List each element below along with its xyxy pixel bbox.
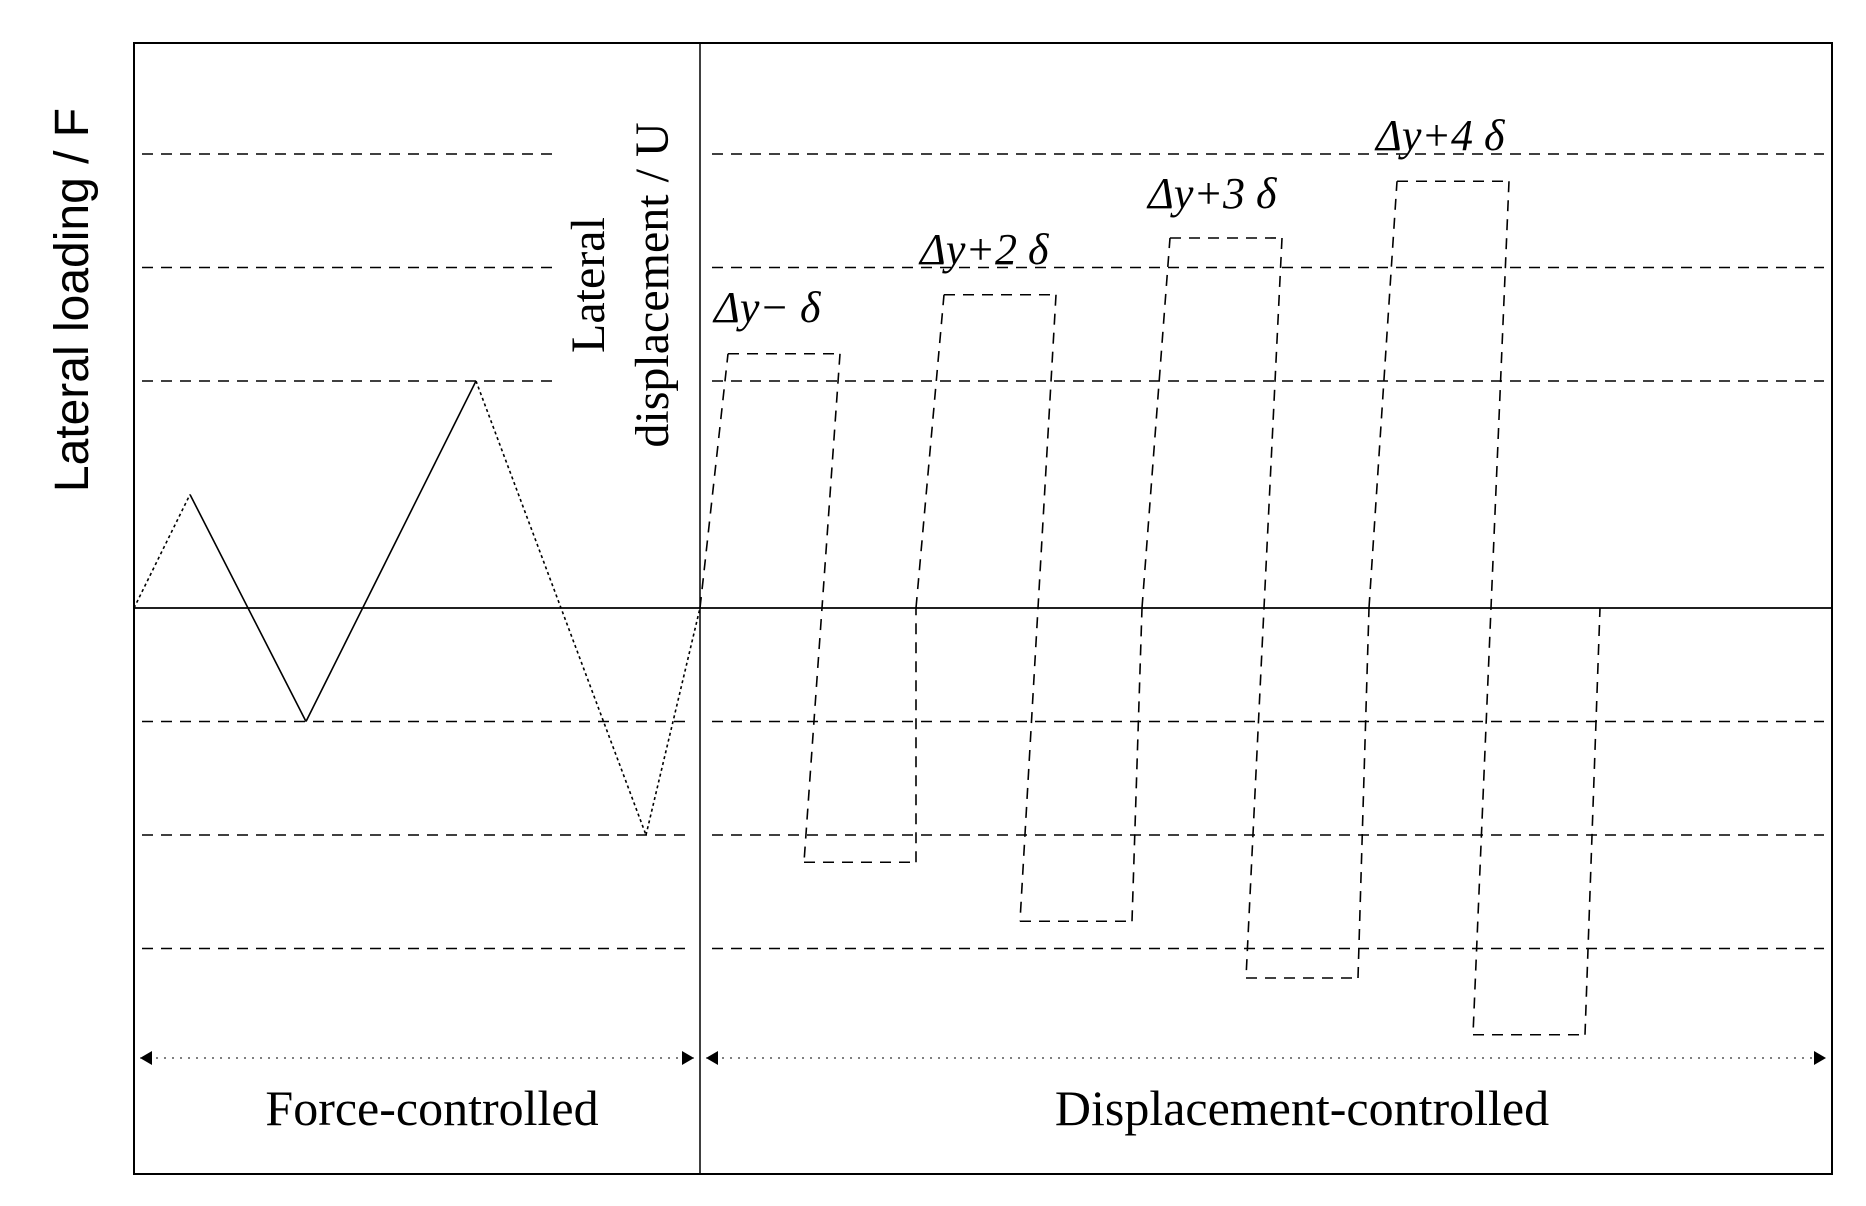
displacement-segment-1: [699, 353, 729, 609]
displacement-segment-8: [1019, 294, 1057, 922]
displacement-phase-label: Displacement-controlled: [1055, 1080, 1549, 1136]
displacement-label-backing: [560, 48, 690, 478]
force-controlled-path: [133, 380, 701, 836]
reference-lines: [142, 153, 1824, 950]
cycle-label-2: Δy+2 δ: [918, 225, 1050, 274]
displacement-axis-label-line1: Lateral: [562, 217, 615, 353]
displacement-segment-20: [1584, 607, 1601, 1035]
force-axis-label: Lateral loading / F: [46, 108, 99, 492]
displacement-segment-3: [803, 353, 841, 863]
displacement-range-arrow: [706, 1051, 1826, 1065]
displacement-segment-16: [1368, 181, 1398, 609]
displacement-segment-13: [1245, 237, 1283, 979]
force-segment-2: [189, 494, 307, 722]
displacement-axis-label-line2: displacement / U: [626, 122, 679, 447]
force-segment-5: [645, 607, 701, 836]
force-range-arrow: [140, 1051, 694, 1065]
force-segment-1: [133, 494, 191, 609]
displacement-segment-11: [1141, 237, 1171, 609]
cycle-label-3: Δy+3 δ: [1146, 169, 1278, 218]
force-segment-3: [305, 380, 477, 722]
cycle-label-1: Δy− δ: [712, 283, 822, 332]
force-segment-4: [475, 380, 647, 836]
cycle-label-4: Δy+4 δ: [1374, 111, 1506, 160]
displacement-segment-15: [1357, 607, 1370, 979]
displacement-controlled-path: [699, 180, 1601, 1036]
displacement-segment-10: [1131, 607, 1143, 922]
force-phase-label: Force-controlled: [265, 1080, 598, 1136]
displacement-segment-18: [1472, 181, 1510, 1035]
displacement-segment-6: [915, 294, 945, 609]
